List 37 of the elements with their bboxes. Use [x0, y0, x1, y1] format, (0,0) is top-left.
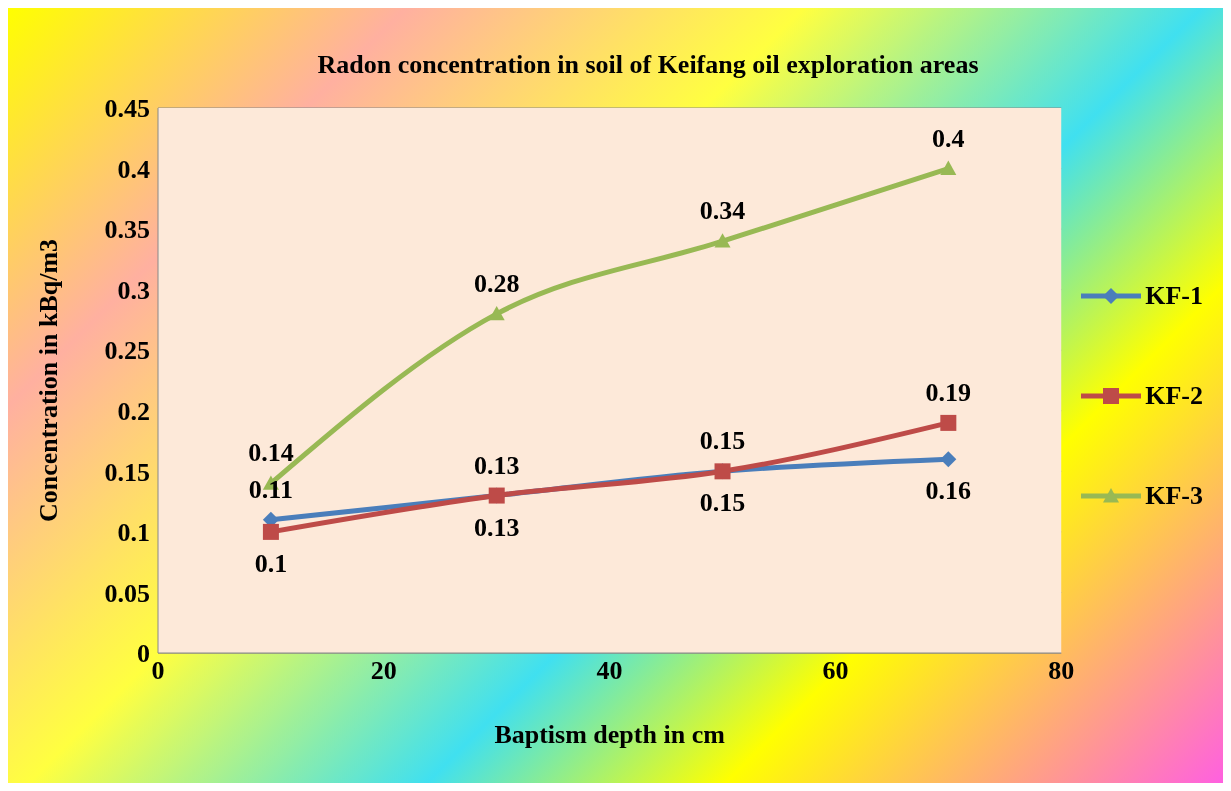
chart-title: Radon concentration in soil of Keifang oil exploration areas: [316, 50, 980, 80]
data-label: 0.11: [248, 474, 293, 504]
y-tick-label: 0.25: [104, 336, 150, 366]
data-label: 0.15: [699, 426, 746, 456]
y-tick-label: 0.3: [117, 275, 150, 305]
x-tick-label: 80: [1048, 656, 1075, 686]
data-label: 0.4: [932, 123, 965, 153]
data-label: 0.13: [473, 512, 520, 542]
y-tick-label: 0.4: [117, 154, 150, 184]
y-tick-label: 0.15: [104, 457, 150, 487]
point: [488, 305, 505, 321]
legend-label: KF-2: [1145, 380, 1203, 411]
data-label: 0.19: [925, 377, 972, 407]
y-tick-label: 0.2: [117, 397, 150, 427]
x-axis-title: Baptism depth in cm: [494, 720, 726, 749]
data-label: 0.28: [473, 268, 520, 298]
data-label: 0.16: [925, 476, 972, 506]
data-label: 0.14: [248, 438, 294, 468]
x-tick-label: 60: [822, 656, 849, 686]
y-axis-title: Concentration in kBq/m3: [34, 238, 64, 523]
point: [940, 160, 957, 175]
x-tick-label: 40: [596, 656, 623, 686]
data-label: 0.15: [699, 488, 746, 518]
legend-label: KF-3: [1145, 480, 1203, 511]
point: [940, 451, 957, 468]
x-tick-label: 20: [370, 656, 397, 686]
y-tick-label: 0.35: [104, 215, 150, 245]
data-label: 0.34: [699, 196, 746, 226]
y-tick-label: 0.45: [104, 94, 150, 124]
point: [714, 233, 731, 248]
legend-label: KF-1: [1145, 280, 1203, 311]
y-tick-label: 0.05: [104, 578, 150, 608]
data-label: 0.1: [254, 548, 288, 578]
point: [940, 414, 957, 431]
y-tick-label: 0.1: [117, 518, 150, 548]
point: [262, 523, 279, 540]
data-label: 0.13: [473, 450, 520, 480]
